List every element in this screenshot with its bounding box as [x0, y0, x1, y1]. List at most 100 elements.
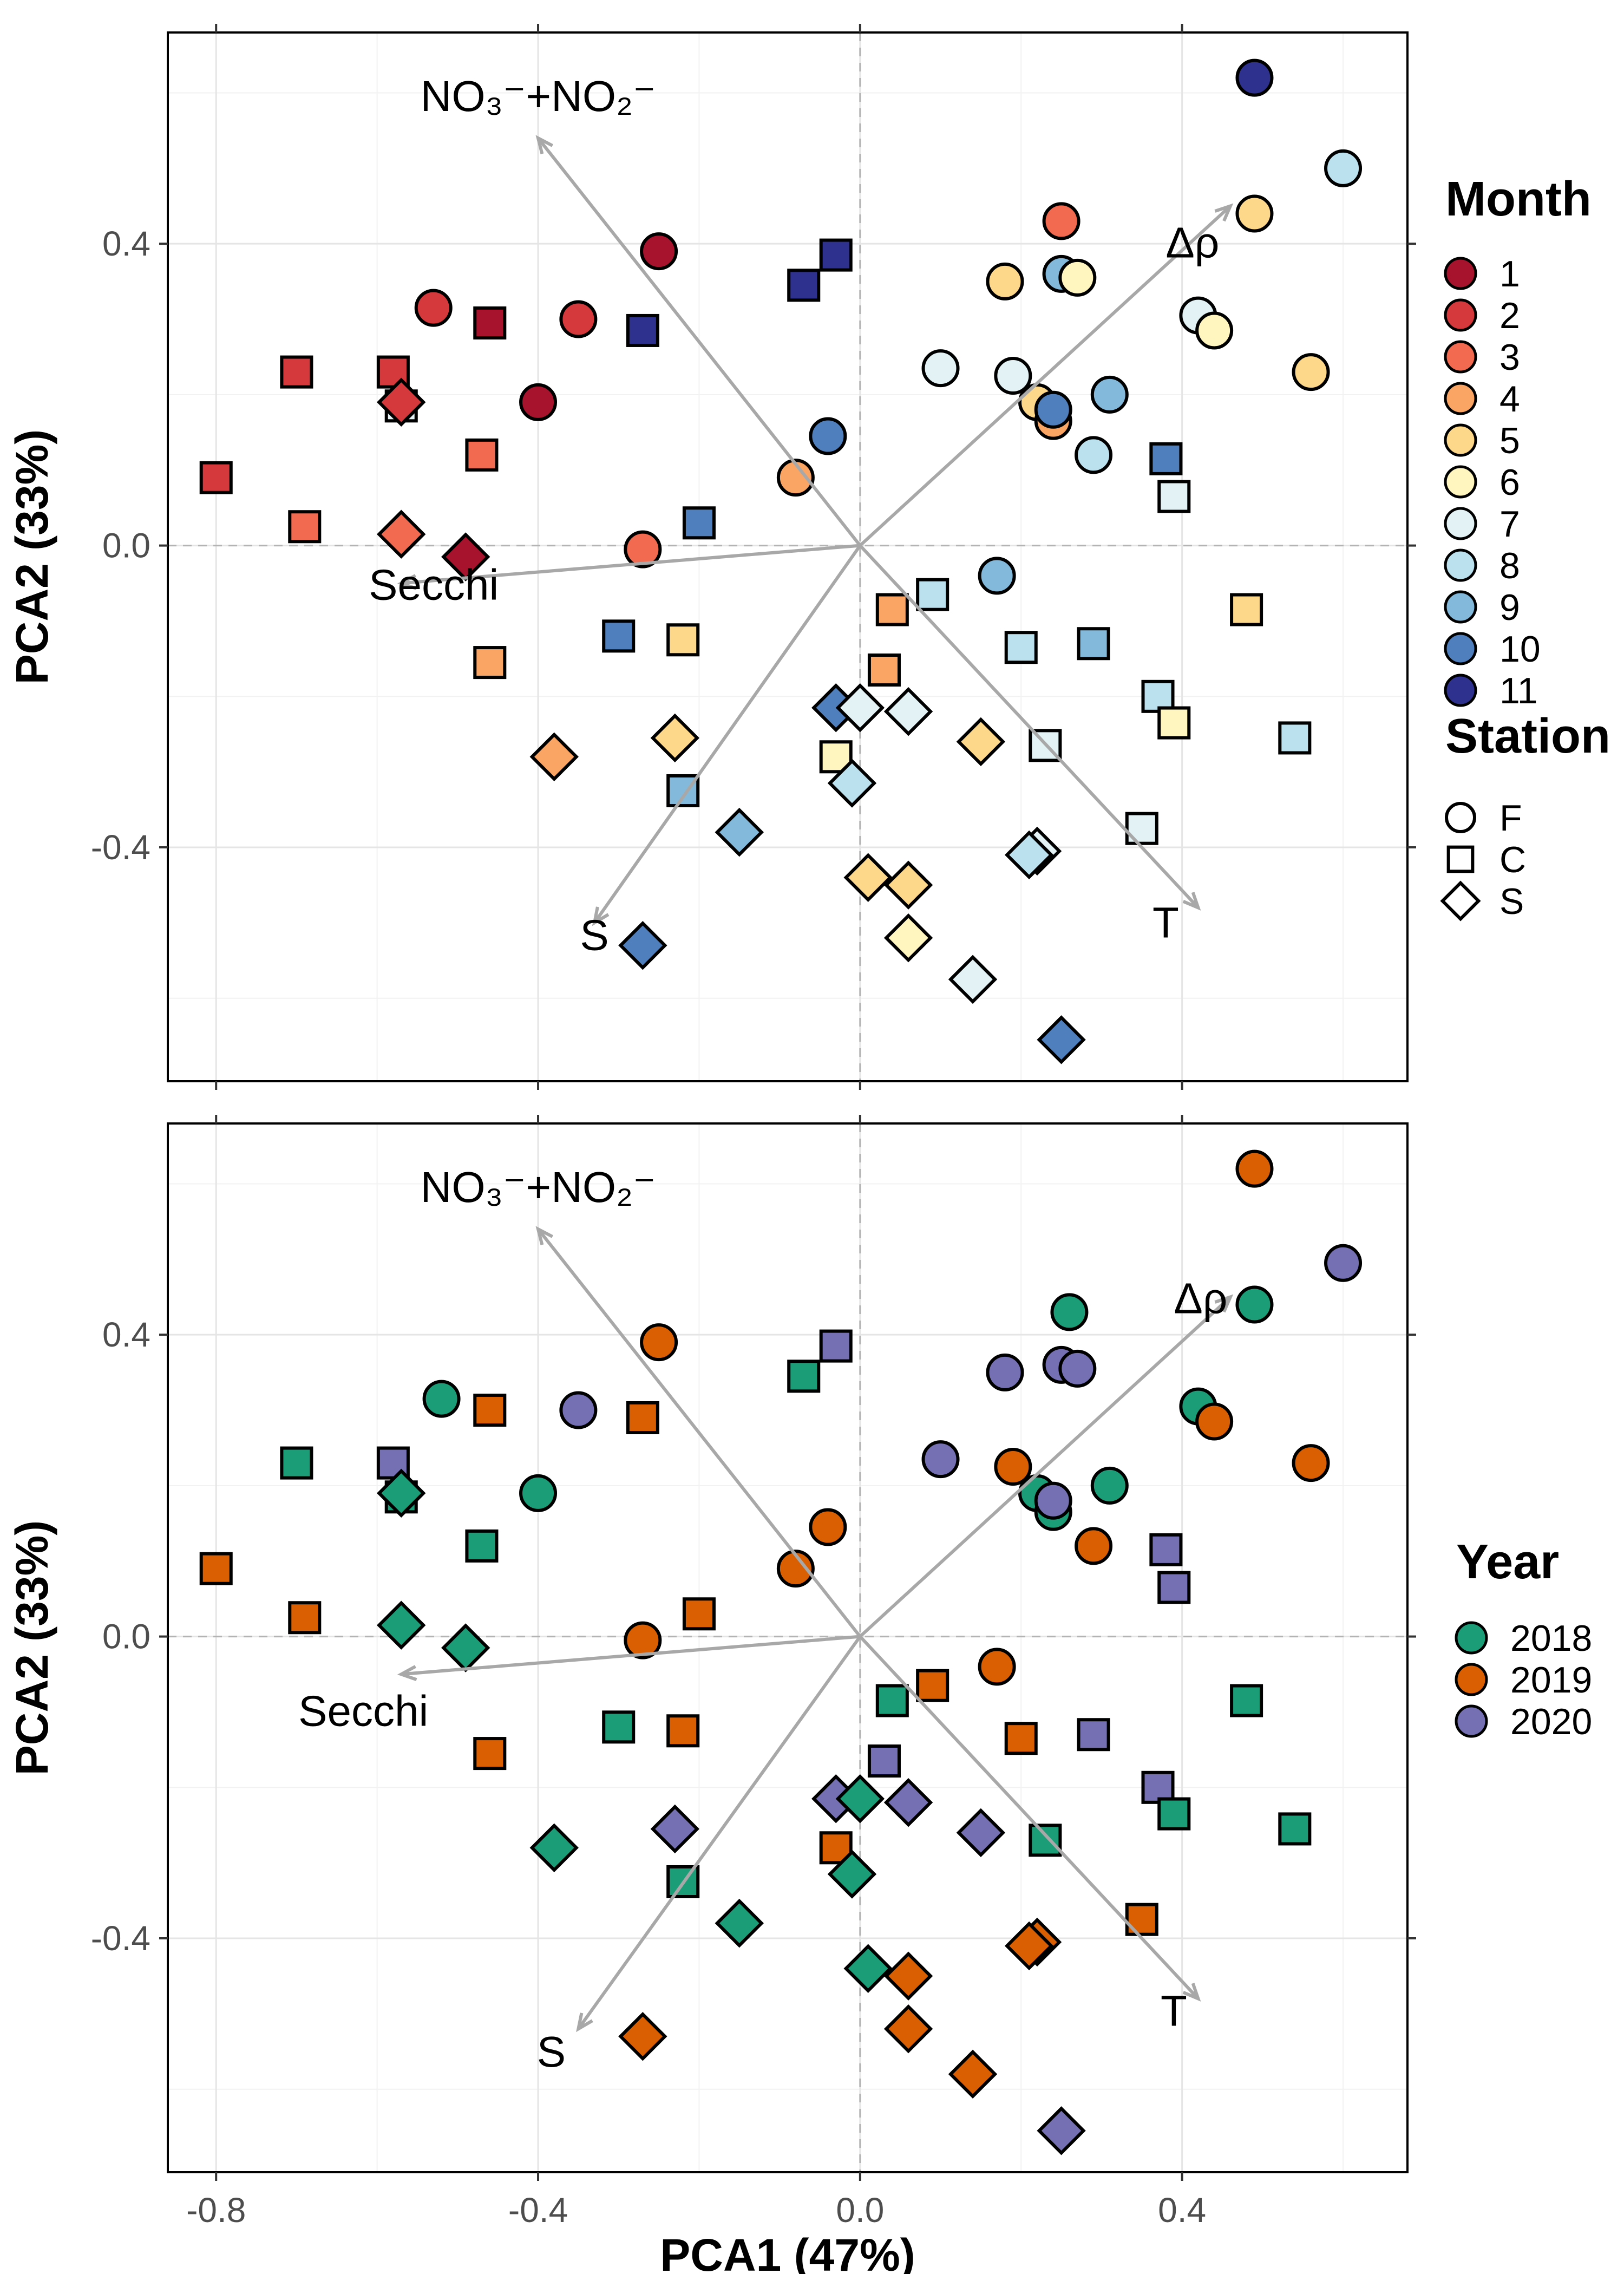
- legend-label-month-8: 8: [1499, 545, 1520, 586]
- data-point-55: [377, 1600, 426, 1650]
- legend-label-year-2018: 2018: [1510, 1618, 1592, 1659]
- data-point-9: [1292, 353, 1330, 391]
- y-axis-title: PCA2 (33%): [6, 1520, 57, 1775]
- data-point-63: [827, 1850, 877, 1899]
- data-point-11: [994, 357, 1032, 395]
- arrow-label-1: Δρ: [1165, 219, 1219, 267]
- arrow-head-0: [535, 1226, 553, 1245]
- y-axis-title: PCA2 (33%): [6, 429, 57, 684]
- data-point-53: [1125, 1903, 1158, 1936]
- legend-swatch-month-7: [1444, 507, 1477, 540]
- data-point-17: [809, 417, 847, 455]
- arrow-label-3: S: [580, 911, 608, 959]
- data-point-3: [1042, 202, 1081, 240]
- plot-background: [168, 1123, 1407, 2172]
- data-point-24: [978, 557, 1016, 595]
- data-point-58: [650, 1804, 700, 1854]
- data-point-14: [921, 1440, 960, 1479]
- data-point-62: [956, 1808, 1006, 1858]
- legend-swatch-month-6: [1444, 465, 1477, 499]
- y-tick-label: 0.4: [102, 224, 150, 263]
- data-point-16: [1075, 436, 1113, 474]
- x-tick-label: 0.0: [836, 2191, 884, 2230]
- legend-swatch-year-2020: [1455, 1704, 1488, 1738]
- plot-background: [168, 32, 1407, 1081]
- data-point-66: [1004, 830, 1054, 880]
- x-axis-title: PCA1 (47%): [660, 2230, 915, 2274]
- x-tick-label: 0.4: [1158, 2191, 1206, 2230]
- legend-label-month-5: 5: [1499, 420, 1520, 461]
- data-point-69: [883, 913, 933, 963]
- loading-arrow-1: [859, 1296, 1232, 1638]
- legend-swatch-station-F: [1445, 802, 1476, 833]
- loading-arrow-2: [401, 1635, 861, 1676]
- plot-border: [167, 1122, 1409, 2173]
- arrow-head-2: [397, 1665, 417, 1682]
- data-point-2: [1235, 194, 1274, 233]
- data-point-22: [776, 1550, 815, 1588]
- legend-label-month-1: 1: [1499, 253, 1520, 295]
- data-point-6: [986, 262, 1024, 300]
- data-point-67: [843, 1944, 893, 1993]
- arrow-head-1: [1214, 203, 1234, 222]
- legend-swatch-station-C: [1446, 845, 1475, 873]
- data-point-38: [916, 1669, 949, 1702]
- y-tick-label: 0.0: [102, 526, 150, 565]
- x-tick-label: -0.8: [186, 2191, 246, 2230]
- data-point-5: [1058, 258, 1097, 297]
- data-point-43: [1004, 631, 1038, 664]
- data-point-36: [1149, 1533, 1183, 1566]
- y-tick-label: 0.0: [102, 1617, 150, 1656]
- data-point-48: [1157, 1797, 1191, 1831]
- legend-label-station-F: F: [1499, 798, 1522, 839]
- data-point-70: [618, 920, 667, 970]
- arrow-head-4: [1182, 892, 1201, 911]
- data-point-35: [682, 1597, 716, 1631]
- data-point-42: [666, 623, 700, 657]
- data-point-32: [465, 1529, 499, 1563]
- legend-title-year: Year: [1456, 1535, 1559, 1589]
- legend-swatch-month-3: [1444, 340, 1477, 374]
- data-point-37: [1157, 1571, 1191, 1604]
- data-point-23: [624, 1621, 662, 1659]
- legend-label-month-7: 7: [1499, 504, 1520, 545]
- arrow-label-0: NO₃⁻+NO₂⁻: [421, 1163, 656, 1211]
- legend-label-month-6: 6: [1499, 462, 1520, 503]
- legend-label-month-11: 11: [1499, 670, 1538, 711]
- data-point-21: [559, 300, 598, 338]
- data-point-70: [618, 2011, 667, 2061]
- plot-border: [167, 31, 1409, 1082]
- arrow-head-1: [1214, 1294, 1234, 1313]
- data-point-39: [875, 1684, 909, 1717]
- data-point-55: [377, 509, 426, 559]
- legend-swatch-station-S: [1440, 880, 1481, 922]
- data-point-41: [602, 1710, 636, 1744]
- data-point-58: [650, 713, 700, 763]
- data-point-44: [1077, 1718, 1110, 1752]
- legend-swatch-month-8: [1444, 548, 1477, 582]
- data-point-72: [1037, 2106, 1086, 2155]
- y-tick-label: 0.4: [102, 1315, 150, 1354]
- data-point-20: [1075, 1527, 1113, 1565]
- data-point-67: [843, 853, 893, 902]
- data-point-27: [473, 1394, 507, 1427]
- legend-swatch-month-1: [1444, 257, 1477, 290]
- loading-arrow-1: [859, 205, 1232, 547]
- data-point-61: [883, 687, 933, 736]
- data-point-49: [1278, 721, 1312, 755]
- data-point-57: [529, 732, 579, 781]
- data-point-21: [809, 1508, 847, 1546]
- data-point-46: [867, 1744, 901, 1778]
- data-point-10: [519, 1474, 558, 1512]
- data-point-50: [1029, 1824, 1062, 1857]
- data-point-60: [835, 1774, 885, 1824]
- arrow-head-4: [1182, 1983, 1201, 2002]
- legend-title-month: Month: [1445, 172, 1592, 226]
- data-point-7: [640, 1323, 678, 1362]
- data-point-72: [1037, 1015, 1086, 1064]
- data-point-28: [626, 313, 659, 347]
- data-point-26: [787, 269, 821, 302]
- data-point-33: [199, 461, 233, 494]
